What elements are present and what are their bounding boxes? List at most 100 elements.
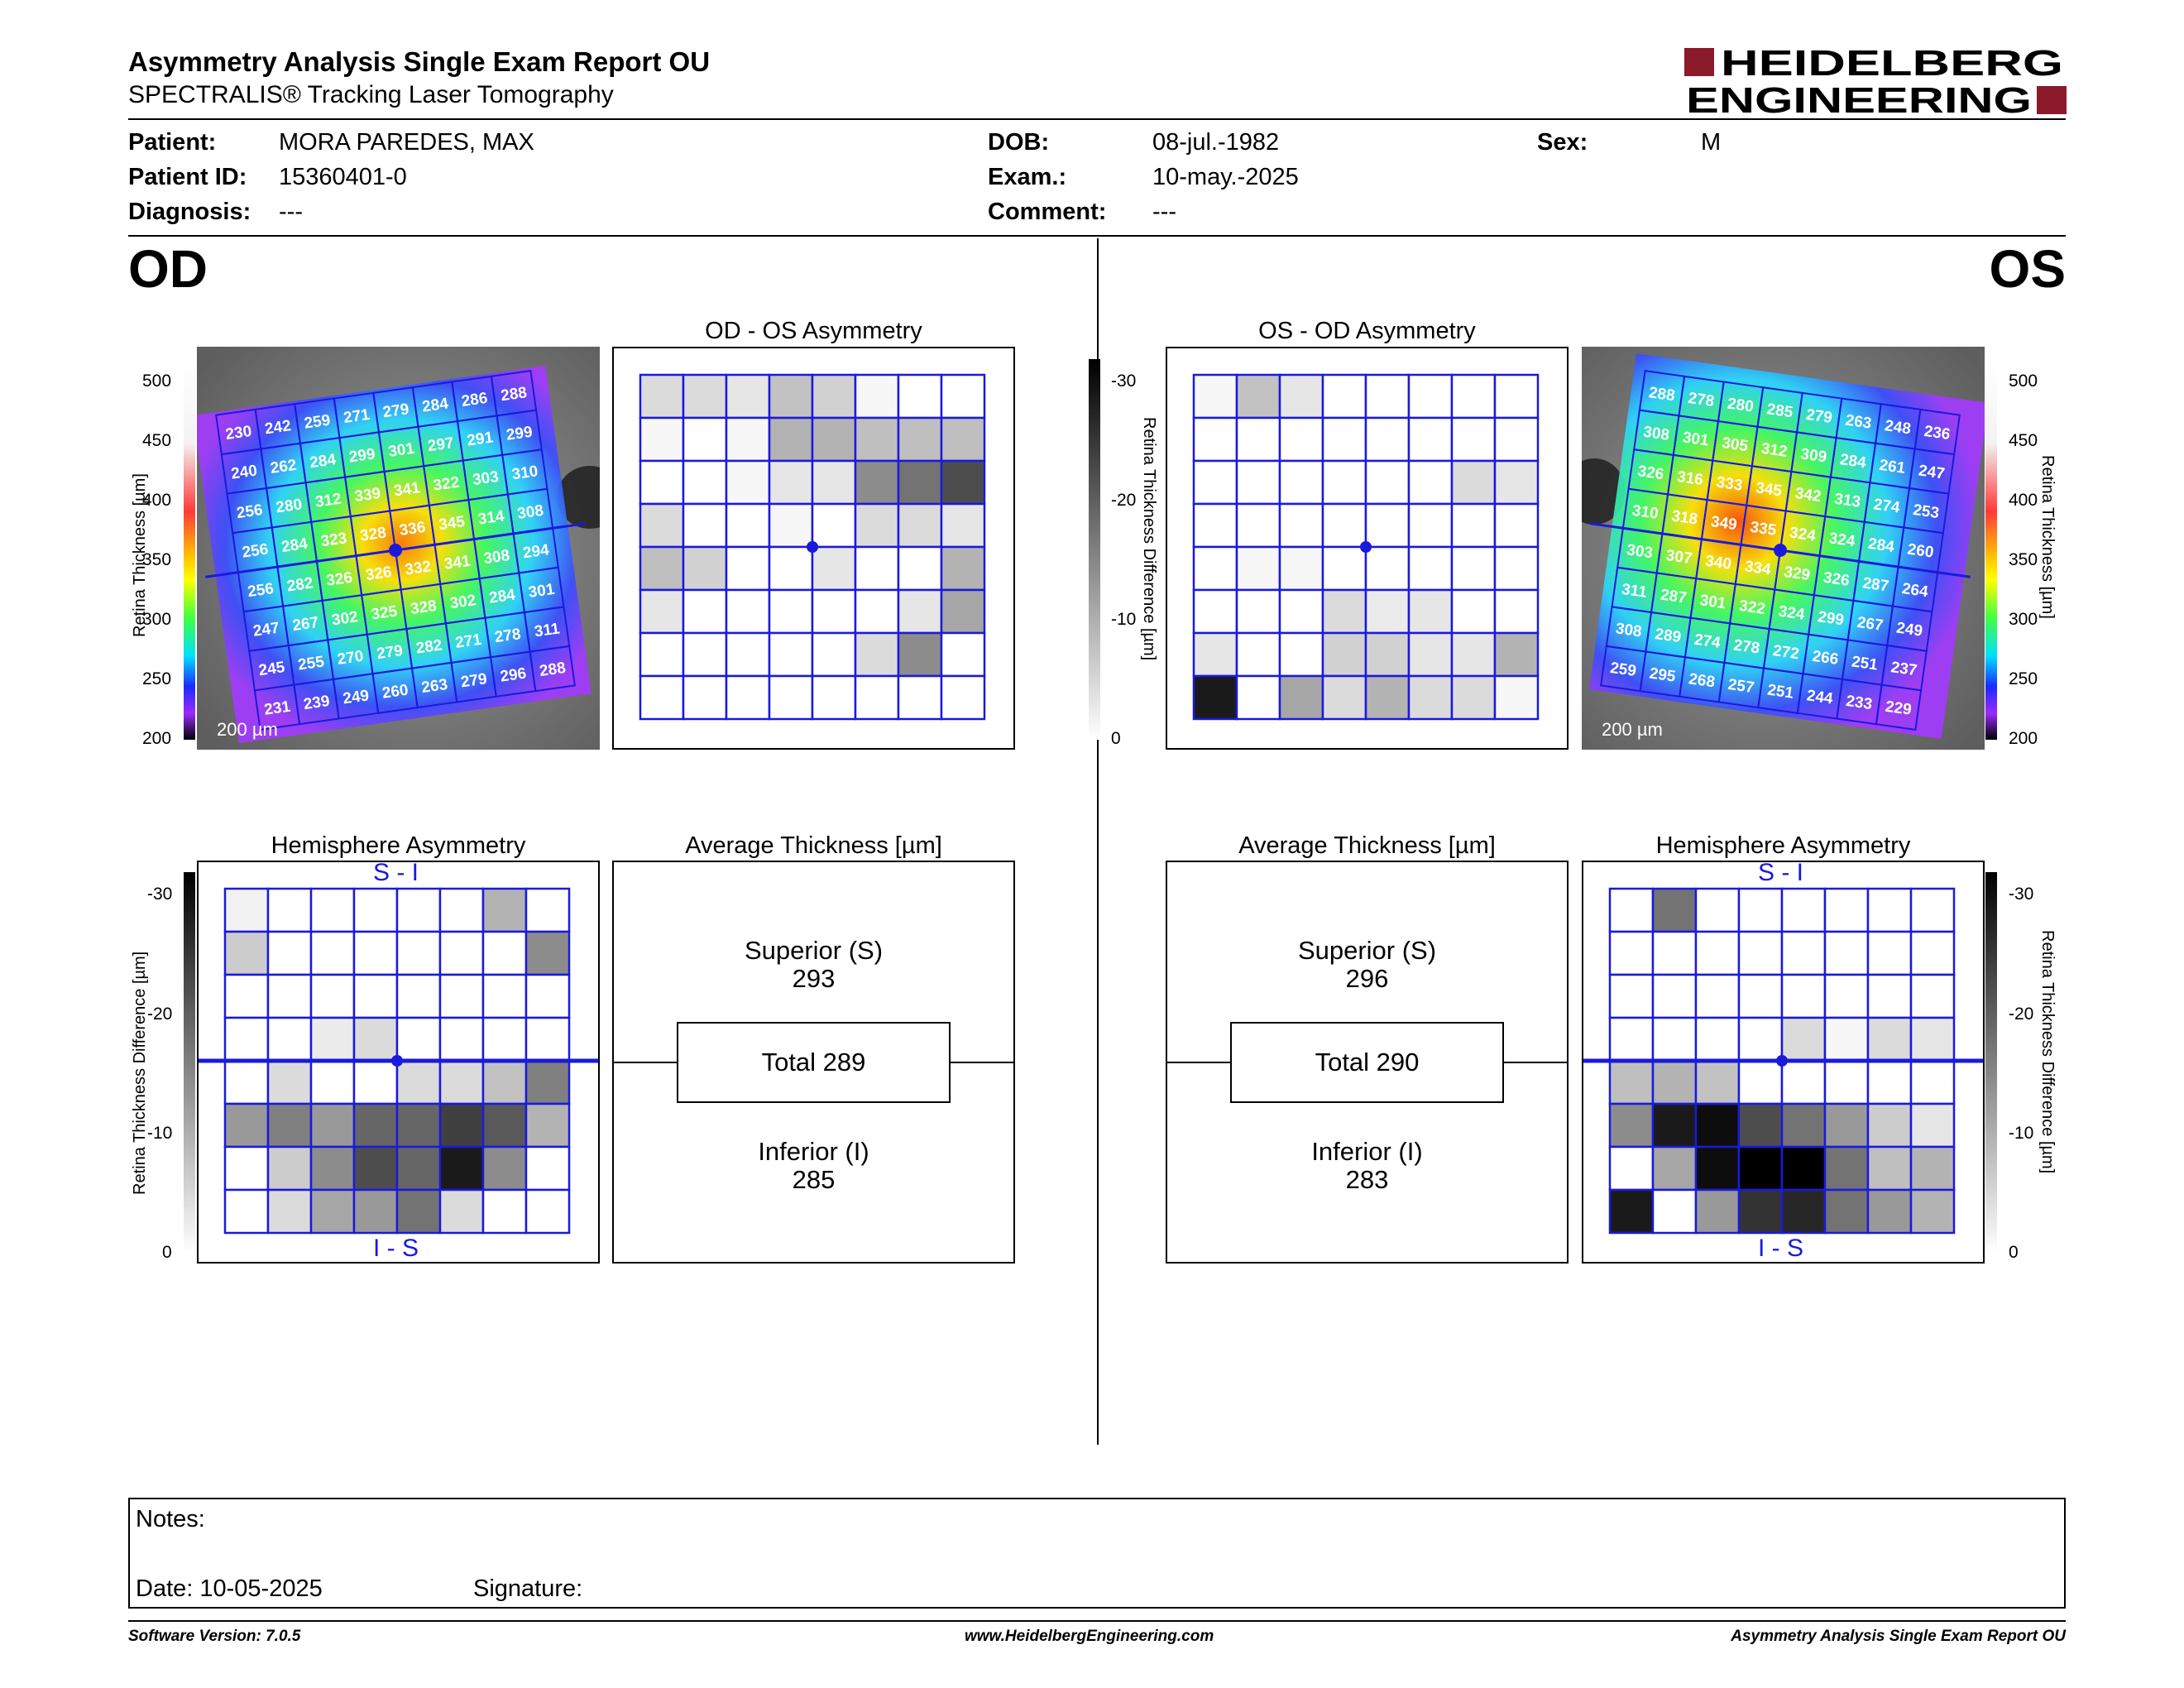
od-diff-colorbar xyxy=(184,872,195,1253)
grid-cell xyxy=(1651,973,1698,1019)
grid-cell xyxy=(395,1102,442,1149)
od-diff-tick: -20 xyxy=(147,1005,173,1024)
grid-cell xyxy=(1608,1016,1655,1062)
os-eye-label: OS xyxy=(1989,239,2066,299)
grid-cell xyxy=(438,973,485,1019)
os-hemisphere-panel xyxy=(1582,861,1985,1264)
thickness-value: 303 xyxy=(472,468,500,489)
grid-cell xyxy=(1278,674,1324,721)
grid-cell xyxy=(682,459,728,506)
grid-cell xyxy=(395,973,442,1019)
od-diff-axis-label: Retina Thickness Difference [µm] xyxy=(131,951,149,1195)
grid-cell xyxy=(1407,545,1454,592)
thickness-value: 245 xyxy=(257,659,286,679)
grid-cell xyxy=(266,887,313,933)
od-avg-title: Average Thickness [µm] xyxy=(685,832,942,859)
thickness-value: 274 xyxy=(1693,631,1722,652)
grid-cell xyxy=(309,887,356,933)
grid-cell xyxy=(1608,973,1655,1019)
grid-cell xyxy=(1909,1188,1956,1235)
thickness-value: 308 xyxy=(1615,620,1643,640)
thickness-value: 333 xyxy=(1715,474,1743,495)
grid-cell xyxy=(1651,1016,1698,1062)
thickness-value: 297 xyxy=(427,434,455,455)
thickness-value: 291 xyxy=(466,429,495,449)
os-diff-tick: -30 xyxy=(2009,885,2034,904)
thickness-value: 316 xyxy=(1676,468,1704,489)
grid-cell xyxy=(1823,1188,1870,1235)
grid-cell xyxy=(1780,1059,1827,1105)
thickness-value: 322 xyxy=(432,474,460,495)
grid-cell xyxy=(1780,1016,1827,1062)
center-diff-tick: -30 xyxy=(1111,372,1137,391)
grid-cell xyxy=(266,930,313,976)
diagnosis-label: Diagnosis: xyxy=(128,199,251,225)
grid-cell xyxy=(352,887,399,933)
grid-cell xyxy=(1866,973,1913,1019)
os-thickness-colorbar xyxy=(1985,359,1997,740)
thickness-value: 329 xyxy=(1783,563,1811,584)
grid-cell xyxy=(395,887,442,933)
grid-cell xyxy=(639,631,685,678)
grid-cell xyxy=(1823,887,1870,933)
grid-cell xyxy=(1866,1016,1913,1062)
grid-cell xyxy=(438,1016,485,1062)
thickness-value: 288 xyxy=(539,659,567,680)
grid-cell xyxy=(1694,1145,1741,1192)
website-link[interactable]: www.HeidelbergEngineering.com xyxy=(965,1628,1214,1645)
grid-cell xyxy=(395,930,442,976)
os-diff-colorbar-center xyxy=(1089,359,1100,740)
grid-cell xyxy=(725,373,771,420)
thickness-value: 308 xyxy=(482,547,510,568)
grid-cell xyxy=(1192,502,1238,549)
grid-cell xyxy=(1450,502,1497,549)
thickness-value: 326 xyxy=(1636,463,1664,483)
thickness-value: 262 xyxy=(270,457,298,477)
os-diff-tick: 0 xyxy=(2009,1243,2019,1262)
grid-cell xyxy=(1235,588,1281,635)
grid-cell xyxy=(1909,1145,1956,1192)
thickness-value: 323 xyxy=(319,530,347,550)
grid-cell xyxy=(1780,1188,1827,1235)
thickness-value: 345 xyxy=(1755,479,1784,500)
software-version: Software Version: 7.0.5 xyxy=(128,1628,301,1645)
od-thickness-map: 230 242 259 271 279 284 286 288 240 262 284 299 301 2… xyxy=(197,347,600,750)
grid-cell xyxy=(223,887,270,933)
os-hemi-title: Hemisphere Asymmetry xyxy=(1655,832,1911,859)
od-thickness-tick: 300 xyxy=(142,610,172,629)
od-scale-label: 200 µm xyxy=(217,719,278,740)
grid-cell xyxy=(1192,416,1238,463)
grid-cell xyxy=(438,1145,485,1192)
od-hemisphere-panel xyxy=(197,861,600,1264)
grid-cell xyxy=(725,502,771,549)
thickness-value: 285 xyxy=(1765,400,1794,421)
thickness-value: 247 xyxy=(1918,462,1946,482)
thickness-value: 324 xyxy=(1777,603,1806,624)
grid-cell xyxy=(481,973,528,1019)
grid-cell xyxy=(481,1059,528,1105)
thickness-value: 271 xyxy=(342,406,371,427)
notes-box[interactable]: Notes: Date: 10-05-2025 Signature: xyxy=(128,1498,2066,1609)
grid-cell xyxy=(1321,416,1367,463)
grid-cell xyxy=(1651,1145,1698,1192)
grid-cell xyxy=(223,1059,270,1105)
grid-cell xyxy=(1823,1016,1870,1062)
thickness-value: 342 xyxy=(1794,485,1822,506)
grid-cell xyxy=(223,973,270,1019)
fovea-marker xyxy=(1776,1055,1788,1067)
thickness-value: 299 xyxy=(348,445,376,466)
od-superior-value: 293 xyxy=(792,964,836,993)
thickness-value: 268 xyxy=(1688,670,1716,691)
grid-cell xyxy=(1694,1188,1741,1235)
os-asym-title: OS - OD Asymmetry xyxy=(1258,318,1476,344)
grid-cell xyxy=(725,674,771,721)
thickness-value: 345 xyxy=(438,513,467,534)
grid-cell xyxy=(1608,1188,1655,1235)
grid-cell xyxy=(1364,502,1410,549)
grid-cell xyxy=(1493,588,1540,635)
od-fundus-svg: 230 242 259 271 279 284 286 288 240 262 284 299 301 2… xyxy=(197,347,600,750)
grid-cell xyxy=(1321,459,1367,506)
grid-cell xyxy=(1694,973,1741,1019)
grid-cell xyxy=(1407,502,1454,549)
thickness-value: 278 xyxy=(1687,390,1715,410)
